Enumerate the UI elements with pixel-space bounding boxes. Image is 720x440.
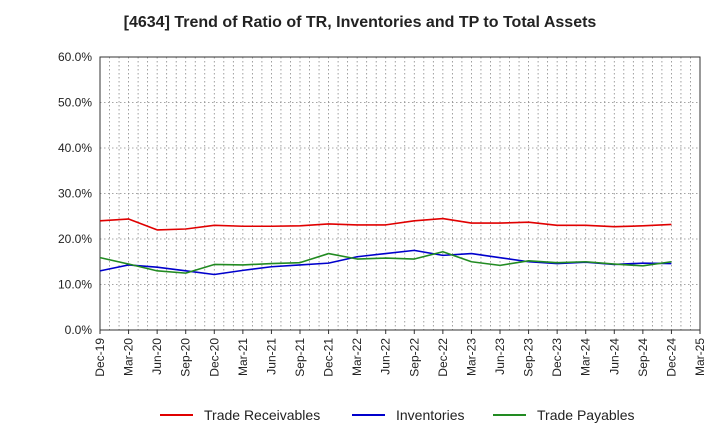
x-tick-label: Mar-20 [122, 338, 136, 376]
y-tick-label: 40.0% [58, 141, 92, 155]
x-tick-label: Dec-22 [436, 338, 450, 377]
legend: Trade Receivables Inventories Trade Payabl… [160, 407, 635, 423]
series-line-trade-receivables [99, 217, 672, 231]
y-tick-label: 20.0% [58, 232, 92, 246]
x-tick-label: Jun-20 [150, 338, 164, 375]
x-tick-label: Jun-21 [264, 338, 278, 375]
y-tick-label: 30.0% [58, 187, 92, 201]
series-layer [99, 217, 672, 276]
x-tick-label: Sep-23 [522, 338, 536, 377]
y-tick-label: 0.0% [65, 323, 93, 337]
x-tick-label: Mar-24 [579, 338, 593, 376]
x-tick-label: Dec-21 [322, 338, 336, 377]
y-tick-label: 50.0% [58, 96, 92, 110]
x-tick-label: Sep-20 [179, 338, 193, 377]
x-tick-label: Mar-22 [350, 338, 364, 376]
x-tick-label: Dec-23 [550, 338, 564, 377]
legend-label: Trade Receivables [204, 407, 320, 423]
legend-label: Trade Payables [537, 407, 635, 423]
x-tick-label: Dec-19 [93, 338, 107, 377]
x-tick-label: Sep-24 [636, 338, 650, 377]
grid-layer [100, 57, 700, 330]
x-tick-label: Dec-24 [664, 338, 678, 377]
x-tick-label: Jun-24 [607, 338, 621, 375]
plot-frame [99, 56, 701, 331]
x-tick-label: Sep-22 [407, 338, 421, 377]
y-tick-label: 60.0% [58, 50, 92, 64]
x-tick-label: Mar-25 [693, 338, 707, 376]
y-axis: 0.0% 10.0% 20.0% 30.0% 40.0% 50.0% 60.0% [58, 50, 92, 337]
x-tick-label: Jun-23 [493, 338, 507, 375]
x-tick-label: Dec-20 [207, 338, 221, 377]
x-tick-label: Mar-23 [464, 338, 478, 376]
x-axis: Dec-19 Mar-20 Jun-20 Sep-20 Dec-20 Mar-21 Jun-… [93, 330, 707, 377]
x-tick-label: Mar-21 [236, 338, 250, 376]
x-tick-label: Jun-22 [379, 338, 393, 375]
series-line-trade-payables [99, 250, 672, 274]
x-tick-label: Sep-21 [293, 338, 307, 377]
legend-label: Inventories [396, 407, 464, 423]
y-tick-label: 10.0% [58, 278, 92, 292]
chart-title: [4634] Trend of Ratio of TR, Inventories… [123, 14, 597, 31]
